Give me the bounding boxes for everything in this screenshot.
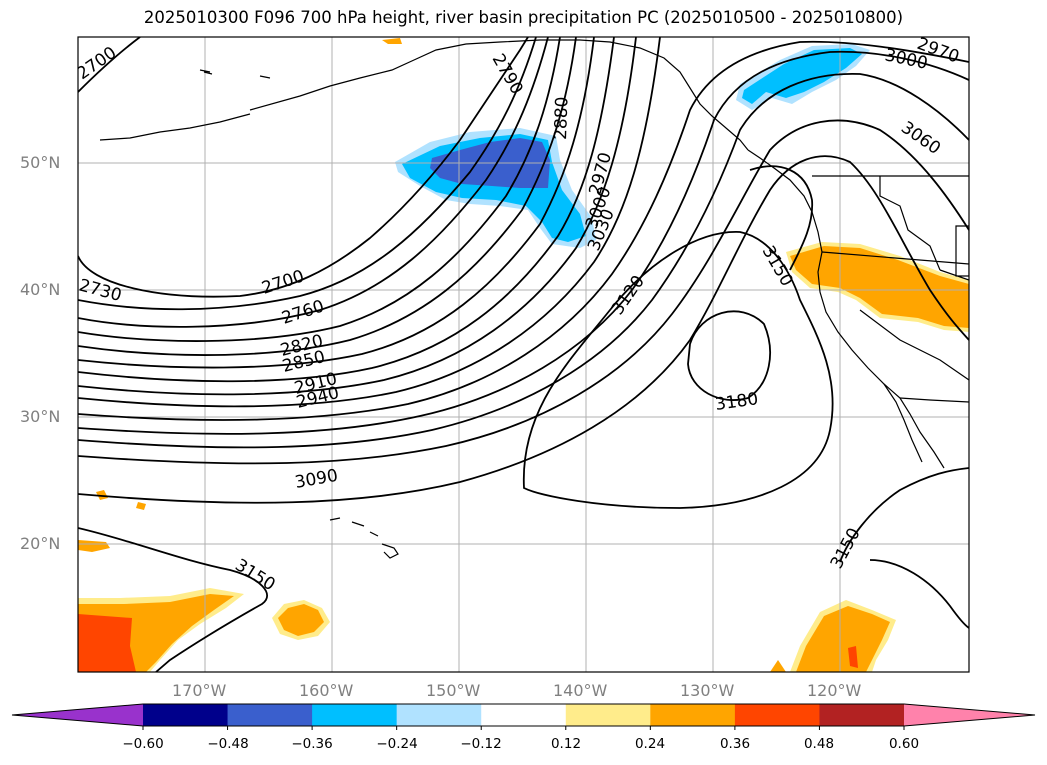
- colorbar-under-arrow: [12, 704, 143, 726]
- colorbar-segment: [312, 704, 398, 726]
- height-contours: [78, 37, 969, 672]
- lon-label: 140°W: [553, 681, 608, 700]
- baja-coast: [883, 383, 923, 463]
- precip-region-small-2: [96, 490, 108, 500]
- hawaii: [329, 517, 399, 559]
- colorbar-tick-label: 0.24: [634, 736, 666, 752]
- alaska-coast: [249, 39, 749, 151]
- bc-coast: [747, 149, 823, 253]
- precip-region-small-4: [770, 660, 786, 672]
- contour-3030: [78, 72, 969, 449]
- lat-label: 40°N: [20, 280, 61, 299]
- aleutians-1: [99, 113, 251, 141]
- precip-region-blob-orange: [278, 604, 324, 636]
- contour-3180: [687, 310, 771, 401]
- colorbar-segment: [819, 704, 905, 726]
- contour-3150-sw: [78, 527, 268, 672]
- contour-2760: [78, 37, 549, 328]
- contour-3150-sse: [869, 559, 969, 629]
- mexico-coast: [899, 397, 969, 403]
- contour-2970: [78, 40, 969, 421]
- lon-label: 130°W: [680, 681, 735, 700]
- contour-2790: [78, 37, 561, 342]
- plot-frame: [77, 36, 970, 673]
- colorbar-segment: [734, 704, 820, 726]
- colorbar: [11, 703, 1036, 730]
- us-west-coast: [817, 251, 945, 469]
- contour-3090: [78, 155, 969, 504]
- colorbar-tick-label: −0.48: [207, 736, 249, 752]
- colorbar-segment: [143, 704, 229, 726]
- plot-area: 2700 2790 2880 2970 3000 3030 3060 3000 …: [78, 37, 969, 672]
- contour-3150-se: [839, 467, 969, 563]
- lat-label: 20°N: [20, 534, 61, 553]
- contour-2880: [78, 37, 615, 383]
- colorbar-over-arrow: [904, 704, 1035, 726]
- contour-2700-b: [78, 37, 529, 298]
- aleutians-2: [199, 69, 271, 79]
- colorbar-tick-label: −0.24: [376, 736, 418, 752]
- contour-2820: [78, 37, 577, 356]
- precip-region-small-3: [136, 502, 146, 510]
- colorbar-segment: [396, 704, 482, 726]
- contour-2850: [78, 37, 595, 369]
- colorbar-segment: [565, 704, 651, 726]
- precip-region-se-red: [848, 646, 858, 668]
- positive-precip-shading: [78, 38, 969, 672]
- precip-region-sw-red: [78, 614, 136, 672]
- contour-2910: [78, 37, 637, 396]
- colorbar-tick-label: −0.60: [122, 736, 164, 752]
- precip-region-se-orange: [796, 606, 890, 672]
- colorbar-tick-label: 0.36: [719, 736, 751, 752]
- lat-label: 50°N: [20, 153, 61, 172]
- contour-2730: [78, 37, 537, 311]
- lon-label: 170°W: [172, 681, 227, 700]
- contour-3150-nw: [749, 165, 814, 271]
- colorbar-segment: [227, 704, 313, 726]
- lat-label: 30°N: [20, 407, 61, 426]
- colorbar-tick-label: 0.12: [550, 736, 582, 752]
- colorbar-tick-label: −0.12: [460, 736, 502, 752]
- state-borders: [821, 176, 969, 381]
- lon-label: 150°W: [426, 681, 481, 700]
- contour-3120: [523, 231, 834, 509]
- lon-label: 120°W: [807, 681, 862, 700]
- contour-label: 2880: [551, 96, 572, 140]
- map-title: 2025010300 F096 700 hPa height, river ba…: [143, 8, 904, 27]
- colorbar-tick-label: −0.36: [291, 736, 333, 752]
- precip-region-ca-orange: [790, 246, 969, 328]
- coastlines: [99, 39, 969, 559]
- contour-3000: [78, 50, 969, 435]
- contour-2700-a: [78, 37, 141, 93]
- colorbar-tick-label: 0.48: [803, 736, 835, 752]
- colorbar-segment: [481, 704, 567, 726]
- precip-region-bc-cyan: [742, 48, 862, 104]
- precip-region-small-5: [382, 38, 402, 44]
- precip-region-small-1: [78, 540, 110, 552]
- colorbar-segment: [650, 704, 736, 726]
- contour-2940: [78, 37, 661, 408]
- lon-label: 160°W: [299, 681, 354, 700]
- contour-3060: [78, 119, 969, 465]
- colorbar-tick-label: 0.60: [888, 736, 920, 752]
